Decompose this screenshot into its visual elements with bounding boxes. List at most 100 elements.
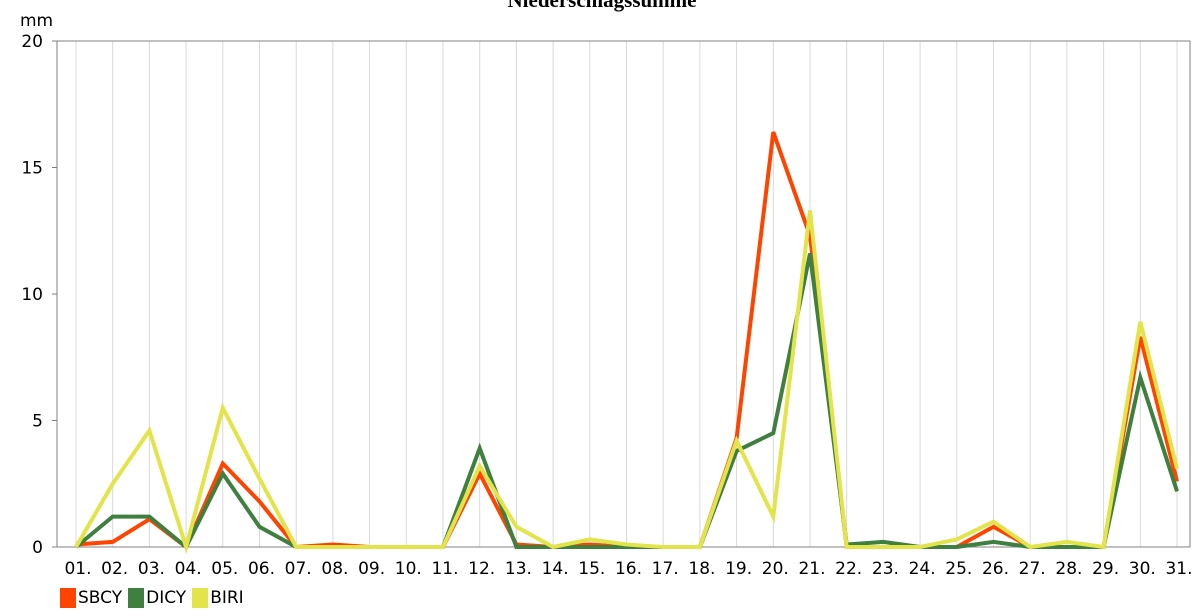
x-tick-label: 12. — [468, 559, 495, 579]
data-point-dicy — [1139, 376, 1141, 378]
data-point-biri — [589, 538, 591, 540]
data-point-sbcy — [112, 541, 114, 543]
data-point-biri — [1176, 468, 1178, 470]
x-tick-label: 20. — [762, 559, 789, 579]
x-tick-label: 06. — [248, 559, 275, 579]
x-tick-label: 22. — [835, 559, 862, 579]
data-point-biri — [846, 546, 848, 548]
data-point-biri — [259, 478, 260, 480]
legend-label: SBCY — [78, 588, 123, 608]
data-point-biri — [699, 546, 701, 548]
data-point-biri — [332, 546, 334, 548]
data-point-biri — [148, 430, 150, 432]
data-point-sbcy — [772, 131, 774, 133]
legend-swatch — [60, 588, 76, 608]
data-point-biri — [772, 516, 774, 518]
x-tick-label: 24. — [909, 559, 936, 579]
data-point-dicy — [222, 473, 224, 475]
data-point-biri — [75, 546, 77, 548]
x-tick-label: 11. — [431, 559, 458, 579]
data-point-dicy — [515, 546, 517, 548]
data-point-biri — [809, 210, 811, 212]
legend-swatch — [128, 588, 145, 608]
legend-item-biri: BIRI — [192, 588, 244, 608]
x-tick-label: 02. — [101, 559, 128, 579]
x-tick-label: 17. — [652, 559, 679, 579]
legend-item-dicy: DICY — [128, 588, 186, 608]
y-axis-unit-label: mm — [20, 11, 53, 31]
data-point-dicy — [626, 546, 627, 548]
x-tick-label: 19. — [725, 559, 752, 579]
x-tick-label: 28. — [1055, 559, 1082, 579]
data-point-biri — [1029, 546, 1031, 548]
data-point-biri — [956, 538, 958, 540]
x-tick-label: 07. — [285, 559, 312, 579]
x-tick-label: 10. — [395, 559, 422, 579]
data-point-biri — [295, 546, 297, 548]
x-axis-ticks: 01. 02. 03. 04. 05. 06. 07. 08. 09. 10. 11. 12. 13. 1… — [64, 559, 1192, 579]
x-tick-label: 25. — [945, 559, 972, 579]
x-tick-label: 16. — [615, 559, 642, 579]
y-tick-label: 0 — [32, 538, 43, 558]
data-point-biri — [405, 546, 407, 548]
data-point-biri — [662, 546, 664, 548]
data-point-sbcy — [589, 543, 591, 545]
data-point-biri — [552, 546, 554, 548]
legend-label: BIRI — [210, 588, 244, 608]
data-point-sbcy — [993, 526, 994, 528]
data-point-dicy — [993, 541, 994, 543]
x-tick-label: 30. — [1129, 559, 1156, 579]
data-point-biri — [112, 483, 114, 485]
data-point-dicy — [148, 516, 150, 518]
x-tick-label: 21. — [798, 559, 825, 579]
legend: SBCY DICY BIRI — [60, 586, 250, 610]
chart-title: Niederschlagssumme — [507, 0, 697, 12]
legend-item-sbcy: SBCY — [60, 588, 122, 608]
x-tick-label: 27. — [1019, 559, 1046, 579]
data-point-biri — [919, 546, 921, 548]
data-point-biri — [1139, 321, 1141, 323]
x-tick-label: 01. — [64, 559, 91, 579]
data-point-dicy — [1066, 546, 1068, 548]
data-point-dicy — [479, 447, 481, 449]
data-point-biri — [442, 546, 444, 548]
data-point-dicy — [736, 450, 738, 452]
data-point-sbcy — [1139, 336, 1141, 338]
data-point-biri — [882, 546, 884, 548]
data-point-biri — [369, 546, 371, 548]
data-point-biri — [993, 521, 994, 523]
data-point-biri — [515, 526, 517, 528]
data-point-biri — [626, 543, 627, 545]
data-point-sbcy — [1176, 480, 1178, 482]
y-tick-label: 10 — [21, 285, 43, 305]
data-point-biri — [736, 440, 738, 442]
vertical-gridlines — [75, 41, 1178, 547]
data-point-sbcy — [479, 473, 481, 475]
data-point-dicy — [956, 546, 958, 548]
x-tick-label: 18. — [688, 559, 715, 579]
plot-area — [56, 40, 1191, 548]
data-point-sbcy — [332, 543, 334, 545]
data-point-biri — [479, 465, 481, 467]
data-point-dicy — [259, 526, 260, 528]
data-point-biri — [1103, 546, 1105, 548]
x-tick-label: 15. — [578, 559, 605, 579]
y-axis-ticks: 0 5 10 15 20 — [21, 32, 57, 558]
data-point-biri — [222, 407, 224, 409]
data-point-sbcy — [259, 500, 260, 502]
x-tick-label: 04. — [175, 559, 202, 579]
x-tick-label: 29. — [1092, 559, 1119, 579]
legend-label: DICY — [146, 588, 187, 608]
y-tick-label: 20 — [21, 32, 43, 52]
x-tick-label: 03. — [138, 559, 165, 579]
data-point-dicy — [882, 541, 884, 543]
data-point-dicy — [589, 546, 591, 548]
data-point-biri — [185, 546, 187, 548]
x-tick-label: 13. — [505, 559, 532, 579]
data-point-dicy — [112, 516, 114, 518]
legend-swatch — [192, 588, 209, 608]
data-point-dicy — [1176, 490, 1178, 492]
x-tick-label: 14. — [542, 559, 569, 579]
data-point-biri — [1066, 541, 1068, 543]
